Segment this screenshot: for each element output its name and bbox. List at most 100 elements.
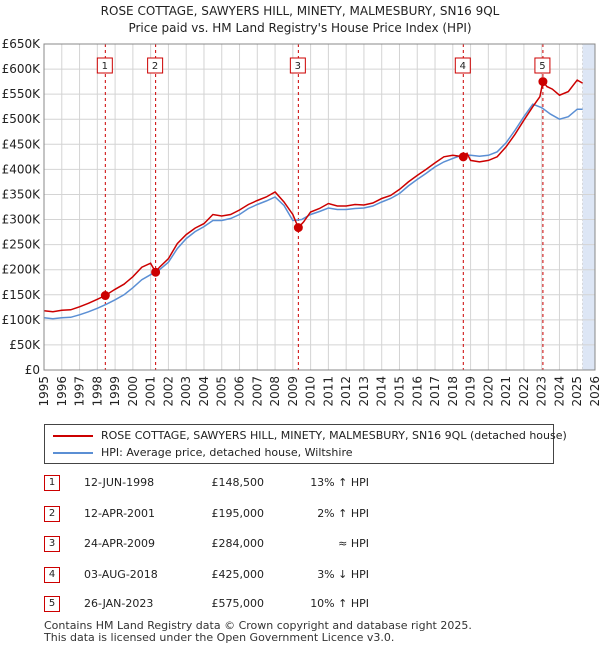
chart-subtitle: Price paid vs. HM Land Registry's House … <box>128 21 472 35</box>
sale-marker-5: 5 <box>44 596 60 612</box>
sale-row-5: 5 26-JAN-2023 £575,000 10% ↑ HPI <box>44 596 424 612</box>
sale-point <box>151 267 161 277</box>
sale-price: £195,000 <box>211 507 265 520</box>
x-tick-label: 1997 <box>73 376 87 407</box>
series-line-property <box>43 79 583 313</box>
sale-point <box>458 152 468 162</box>
y-tick-label: £300K <box>2 213 42 227</box>
sale-hpi-compare: 2% ↑ HPI <box>317 507 369 520</box>
y-tick-label: £400K <box>2 162 42 176</box>
x-tick-label: 2009 <box>286 376 300 407</box>
x-tick-label: 1995 <box>37 376 51 407</box>
x-tick-label: 2021 <box>499 376 513 407</box>
y-tick-label: £450K <box>2 137 42 151</box>
x-tick-label: 2015 <box>392 376 406 407</box>
x-tick-label: 1996 <box>55 376 69 407</box>
sale-date: 12-JUN-1998 <box>84 476 155 489</box>
x-tick-label: 2013 <box>357 376 371 407</box>
y-tick-label: £350K <box>2 187 42 201</box>
x-tick-label: 2005 <box>215 376 229 407</box>
x-tick-label: 2004 <box>197 376 211 407</box>
x-tick-label: 2024 <box>552 376 566 407</box>
x-tick-label: 2023 <box>535 376 549 407</box>
sale-label-number: 3 <box>295 61 301 72</box>
legend-swatch-property <box>53 435 93 437</box>
x-tick-label: 2018 <box>446 376 460 407</box>
sale-label-box <box>454 57 471 74</box>
sale-row-1: 1 12-JUN-1998 £148,500 13% ↑ HPI <box>44 475 424 491</box>
price-chart: 1 2 3 4 5 £0 £50K £100K £150K £200K £250K £300K £350… <box>2 37 600 407</box>
sale-row-4: 4 03-AUG-2018 £425,000 3% ↓ HPI <box>44 567 424 583</box>
legend-label-property: ROSE COTTAGE, SAWYERS HILL, MINETY, MALM… <box>101 429 567 442</box>
x-tick-label: 2020 <box>481 376 495 407</box>
x-tick-label: 2007 <box>250 376 264 407</box>
legend: ROSE COTTAGE, SAWYERS HILL, MINETY, MALM… <box>44 424 567 464</box>
x-tick-label: 2010 <box>304 376 318 407</box>
sale-label-box <box>147 57 164 74</box>
y-tick-label: £100K <box>2 313 42 327</box>
sale-hpi-compare: ≈ HPI <box>338 537 369 550</box>
legend-label-hpi: HPI: Average price, detached house, Wilt… <box>101 446 353 459</box>
sale-row-3: 3 24-APR-2009 £284,000 ≈ HPI <box>44 536 424 552</box>
x-tick-label: 2022 <box>517 376 531 407</box>
footer-copyright: Contains HM Land Registry data © Crown c… <box>44 619 472 632</box>
sale-price: £148,500 <box>211 476 265 489</box>
x-tick-label: 1999 <box>108 376 122 407</box>
y-tick-label: £250K <box>2 238 42 252</box>
sale-marker-3: 3 <box>44 536 60 552</box>
x-tick-label: 2012 <box>339 376 353 407</box>
sale-point <box>100 291 110 301</box>
y-tick-label: £600K <box>2 62 42 76</box>
sale-point <box>293 223 303 233</box>
future-shade <box>582 44 595 370</box>
x-tick-label: 1998 <box>90 376 104 407</box>
sale-label-number: 5 <box>539 61 545 72</box>
sale-label-box <box>289 57 306 74</box>
sale-label-box <box>96 57 113 74</box>
x-tick-label: 2016 <box>410 376 424 407</box>
plot-area <box>44 44 595 370</box>
plot-border <box>43 43 596 371</box>
footer-license: This data is licensed under the Open Gov… <box>44 631 395 644</box>
sale-point <box>538 77 548 87</box>
sale-marker-4: 4 <box>44 567 60 583</box>
sale-price: £284,000 <box>211 537 265 550</box>
sale-price: £425,000 <box>211 568 265 581</box>
x-tick-label: 2014 <box>375 376 389 407</box>
sale-date: 26-JAN-2023 <box>84 597 154 610</box>
series-line-hpi <box>43 103 583 320</box>
y-tick-label: £650K <box>2 37 42 51</box>
x-tick-label: 2002 <box>161 376 175 407</box>
sale-row-2: 2 12-APR-2001 £195,000 2% ↑ HPI <box>44 506 424 522</box>
x-tick-label: 2008 <box>268 376 282 407</box>
y-tick-label: £150K <box>2 288 42 302</box>
sale-label-box <box>534 57 551 74</box>
x-tick-label: 2006 <box>233 376 247 407</box>
y-tick-label: £500K <box>2 112 42 126</box>
y-tick-label: £50K <box>9 338 41 352</box>
sale-hpi-compare: 3% ↓ HPI <box>317 568 369 581</box>
sale-date: 24-APR-2009 <box>84 537 156 550</box>
x-tick-label: 2003 <box>179 376 193 407</box>
x-tick-label: 2017 <box>428 376 442 407</box>
sale-date: 03-AUG-2018 <box>84 568 158 581</box>
chart-title: ROSE COTTAGE, SAWYERS HILL, MINETY, MALM… <box>100 4 500 18</box>
x-tick-label: 2001 <box>144 376 158 407</box>
sale-label-number: 1 <box>102 61 108 72</box>
sale-date: 12-APR-2001 <box>84 507 156 520</box>
x-tick-label: 2011 <box>321 376 335 407</box>
x-tick-label: 2025 <box>570 376 584 407</box>
x-tick-label: 2000 <box>126 376 140 407</box>
sale-price: £575,000 <box>211 597 265 610</box>
x-tick-label: 2019 <box>464 376 478 407</box>
y-tick-label: £550K <box>2 87 42 101</box>
sale-hpi-compare: 10% ↑ HPI <box>310 597 369 610</box>
sale-marker-1: 1 <box>44 475 60 491</box>
sale-label-number: 4 <box>460 61 466 72</box>
y-tick-label: £200K <box>2 263 42 277</box>
sale-label-number: 2 <box>152 61 158 72</box>
sale-hpi-compare: 13% ↑ HPI <box>310 476 369 489</box>
legend-swatch-hpi <box>53 452 93 454</box>
y-tick-label: £0 <box>25 363 40 377</box>
sale-marker-2: 2 <box>44 506 60 522</box>
